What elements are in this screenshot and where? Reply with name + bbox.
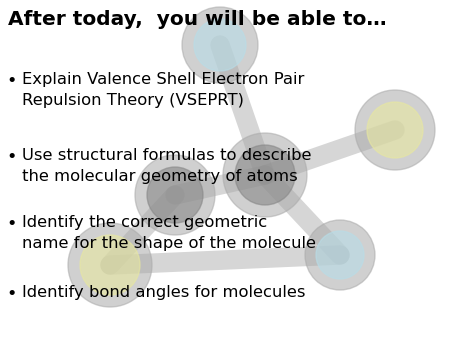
Text: After today,  you will be able to…: After today, you will be able to… [8,10,387,29]
Circle shape [223,133,307,217]
Text: •: • [6,148,16,166]
Circle shape [355,90,435,170]
Circle shape [147,167,203,223]
Circle shape [194,19,246,71]
Circle shape [68,223,152,307]
Text: Identify bond angles for molecules: Identify bond angles for molecules [22,285,306,300]
Text: Repulsion Theory (VSEPRT): Repulsion Theory (VSEPRT) [22,93,244,108]
Text: the molecular geometry of atoms: the molecular geometry of atoms [22,169,298,184]
Text: Identify the correct geometric: Identify the correct geometric [22,215,267,230]
Text: Use structural formulas to describe: Use structural formulas to describe [22,148,311,163]
Text: name for the shape of the molecule: name for the shape of the molecule [22,236,316,251]
Text: •: • [6,285,16,303]
Circle shape [135,155,215,235]
Text: •: • [6,72,16,90]
Circle shape [316,231,364,279]
Circle shape [182,7,258,83]
Text: •: • [6,215,16,233]
Text: Explain Valence Shell Electron Pair: Explain Valence Shell Electron Pair [22,72,304,87]
Circle shape [80,235,140,295]
Circle shape [235,145,295,205]
Circle shape [305,220,375,290]
Circle shape [367,102,423,158]
